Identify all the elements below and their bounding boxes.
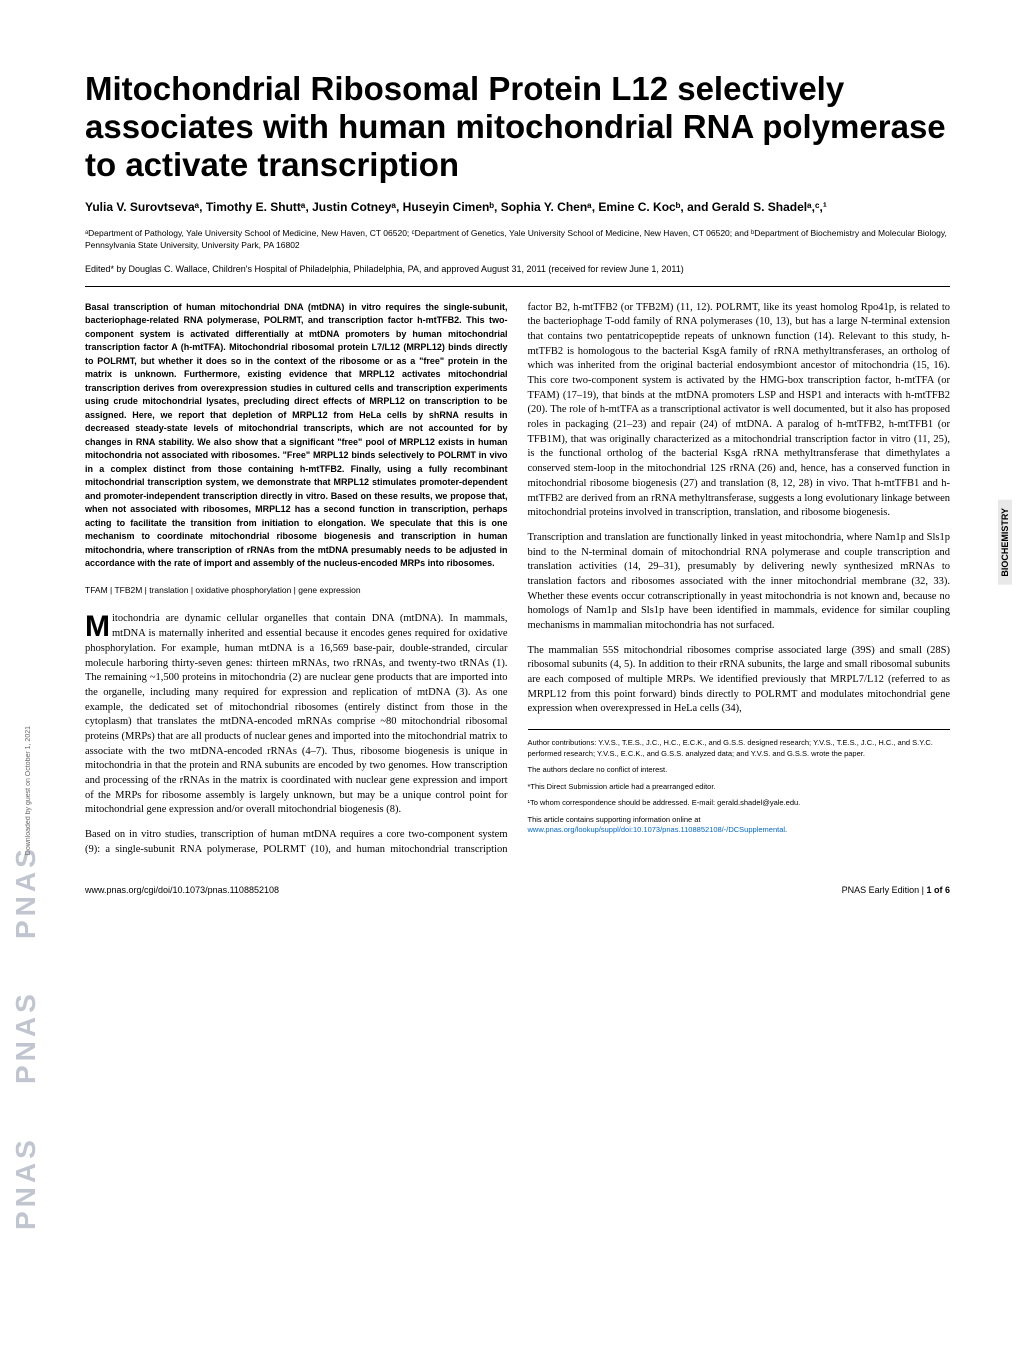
authors-line: Yulia V. Surovtsevaᵃ, Timothy E. Shuttᵃ,…: [85, 198, 950, 216]
watermark-text: PNAS: [10, 1136, 42, 1230]
two-column-body: Basal transcription of human mitochondri…: [85, 301, 950, 858]
body-text-span: itochondria are dynamic cellular organel…: [85, 613, 508, 815]
keywords-line: TFAM | TFB2M | translation | oxidative p…: [85, 585, 508, 597]
footer-page-number: 1 of 6: [926, 885, 950, 895]
watermark-text: PNAS: [10, 991, 42, 1085]
category-label: BIOCHEMISTRY: [998, 500, 1012, 585]
page-content: Mitochondrial Ribosomal Protein L12 sele…: [0, 0, 1020, 935]
footer-prefix: PNAS Early Edition |: [842, 885, 927, 895]
supporting-link[interactable]: www.pnas.org/lookup/suppl/doi:10.1073/pn…: [528, 825, 786, 834]
abstract-text: Basal transcription of human mitochondri…: [85, 301, 508, 571]
download-note: Downloaded by guest on October 1, 2021: [25, 726, 32, 855]
affiliations: ᵃDepartment of Pathology, Yale Universit…: [85, 228, 950, 252]
body-paragraph: Mitochondria are dynamic cellular organe…: [85, 612, 508, 818]
watermark-text: PNAS: [10, 845, 42, 939]
body-paragraph: Transcription and translation are functi…: [528, 531, 951, 634]
conflict-statement: The authors declare no conflict of inter…: [528, 765, 951, 776]
pnas-watermark: PNAS PNAS PNAS: [10, 50, 50, 1250]
direct-submission-note: *This Direct Submission article had a pr…: [528, 782, 951, 793]
body-paragraph: The mammalian 55S mitochondrial ribosome…: [528, 644, 951, 717]
author-contributions-block: Author contributions: Y.V.S., T.E.S., J.…: [528, 729, 951, 836]
dropcap: M: [85, 614, 110, 640]
edited-by-line: Edited* by Douglas C. Wallace, Children'…: [85, 264, 950, 287]
supporting-period: .: [785, 825, 787, 834]
correspondence-note: ¹To whom correspondence should be addres…: [528, 798, 951, 809]
supporting-info-note: This article contains supporting informa…: [528, 815, 951, 836]
footer-doi: www.pnas.org/cgi/doi/10.1073/pnas.110885…: [85, 885, 279, 895]
author-contributions: Author contributions: Y.V.S., T.E.S., J.…: [528, 738, 951, 759]
supporting-text: This article contains supporting informa…: [528, 815, 701, 824]
article-title: Mitochondrial Ribosomal Protein L12 sele…: [85, 70, 950, 184]
page-footer: www.pnas.org/cgi/doi/10.1073/pnas.110885…: [85, 877, 950, 895]
footer-page-info: PNAS Early Edition | 1 of 6: [842, 885, 950, 895]
